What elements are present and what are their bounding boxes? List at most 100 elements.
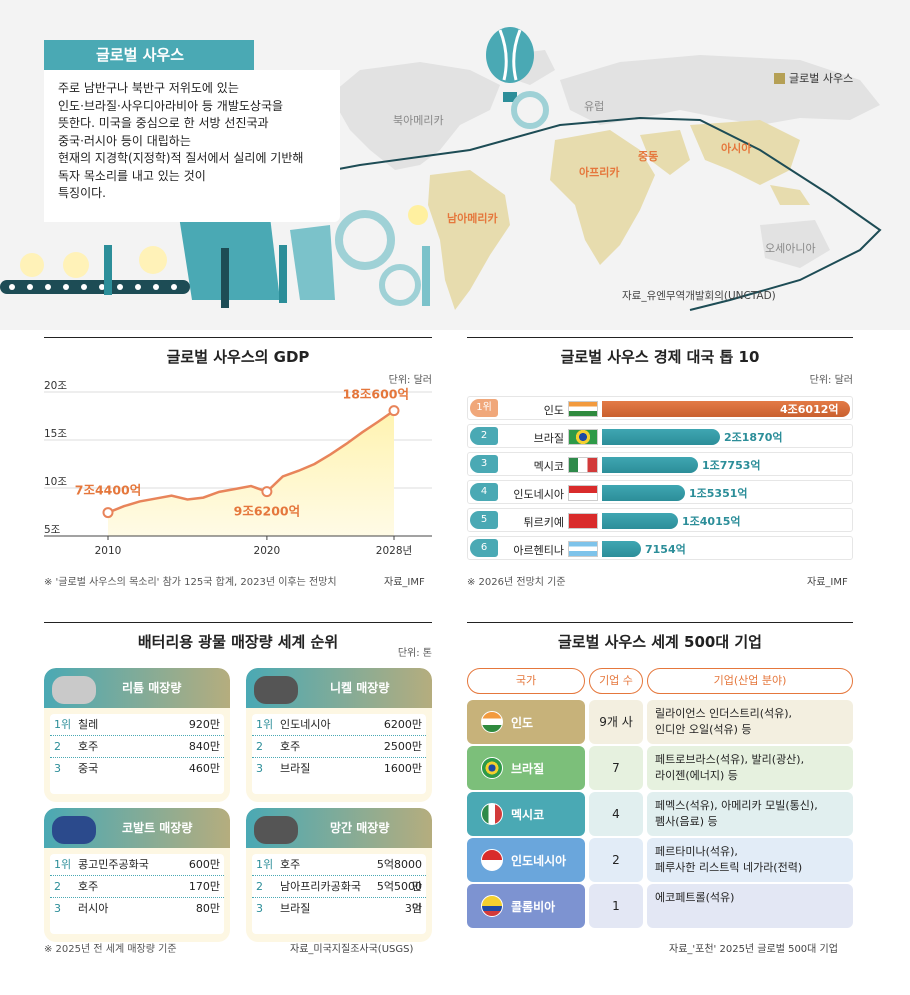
mineral-rank: 1위 (54, 858, 72, 871)
flag-icon (568, 457, 598, 473)
data-label: 9조6200억 (234, 504, 301, 519)
company-row: 멕시코 4 페멕스(석유), 아메리카 모빌(통신), 펨사(음료) 등 (467, 792, 853, 836)
x-tick-label: 2028년 (376, 545, 412, 557)
y-tick-label: 10조 (44, 476, 67, 488)
company-country-cell: 브라질 (467, 746, 585, 790)
mineral-rank: 2 (54, 880, 61, 893)
mineral-card: 리튬 매장량 1위 칠레 920만 2 호주 840만 3 중국 460만 (44, 668, 230, 802)
minerals-title: 배터리용 광물 매장량 세계 순위 (44, 622, 432, 656)
gdp-title: 글로벌 사우스의 GDP (44, 337, 432, 371)
company-row: 콜롬비아 1 에코페트롤(석유) (467, 884, 853, 928)
top10-note: ※ 2026년 전망치 기준 (467, 577, 566, 588)
gdp-area (108, 410, 394, 536)
company-country-cell: 멕시코 (467, 792, 585, 836)
top10-panel: 글로벌 사우스 경제 대국 톱 10 단위: 달러 (467, 337, 853, 386)
minerals-note: ※ 2025년 전 세계 매장량 기준 (44, 944, 177, 955)
mineral-country: 브라질 (280, 762, 311, 775)
intro-line: 독자 목소리를 내고 있는 것이 (58, 168, 206, 183)
country-name: 인도네시아 (513, 488, 564, 501)
mineral-row: 1위 호주 5억8000만 (252, 854, 426, 893)
mineral-rank: 1위 (256, 718, 274, 731)
value-label: 1조5351억 (689, 487, 748, 500)
mineral-value: 920만 (188, 718, 220, 731)
company-country: 콜롬비아 (511, 899, 556, 914)
rank-badge: 3 (470, 455, 498, 473)
mineral-country: 호주 (78, 880, 99, 893)
mineral-rank: 2 (54, 740, 61, 753)
company-firms: 페트로브라스(석유), 발리(광산), 라이젠(에너지) 등 (647, 746, 853, 790)
mineral-rank: 1위 (54, 718, 72, 731)
rank-badge: 2 (470, 427, 498, 445)
data-point (102, 507, 114, 519)
gdp-unit: 단위: 달러 (388, 375, 432, 386)
country-name: 인도 (543, 404, 564, 417)
rank-row: 3 멕시코 1조7753억 (467, 452, 853, 476)
flag-icon (568, 541, 598, 557)
firm-line: 릴라이언스 인더스트리(석유), (655, 707, 793, 720)
intro-line: 특징이다. (58, 186, 106, 200)
mineral-row: 2 호주 170만 (50, 876, 224, 898)
value-bar (602, 457, 698, 473)
company-firms: 에코페트롤(석유) (647, 884, 853, 928)
company-count: 4 (589, 792, 643, 836)
data-label: 7조4400억 (75, 483, 142, 498)
top10-unit: 단위: 달러 (809, 375, 853, 386)
mineral-country: 칠레 (78, 718, 99, 731)
country-name: 멕시코 (533, 460, 564, 473)
col-header-country: 국가 (467, 668, 585, 694)
rank-row: 4 인도네시아 1조5351억 (467, 480, 853, 504)
y-tick-label: 20조 (44, 380, 67, 392)
minerals-panel: 배터리용 광물 매장량 세계 순위 단위: 톤 (44, 622, 432, 659)
mineral-table: 1위 칠레 920만 2 호주 840만 3 중국 460만 (50, 714, 224, 794)
rank-row: 5 튀르키예 1조4015억 (467, 508, 853, 532)
x-tick-label: 2020 (254, 545, 281, 557)
data-point (388, 405, 400, 417)
mineral-rock-icon (254, 816, 298, 844)
legend-label: 글로벌 사우스 (789, 72, 854, 85)
mineral-rank: 3 (54, 762, 61, 775)
mineral-table: 1위 콩고민주공화국 600만 2 호주 170만 3 러시아 80만 (50, 854, 224, 934)
region-oceania: 오세아니아 (765, 242, 816, 255)
company-country: 인도 (511, 715, 534, 730)
value-label: 1조7753억 (702, 459, 761, 472)
company-country: 멕시코 (511, 807, 545, 822)
company-count: 2 (589, 838, 643, 882)
intro-line: 뜻한다. 미국을 중심으로 한 서방 선진국과 (58, 116, 269, 130)
firm-line: 페루사한 리스트릭 네가라(전력) (655, 861, 803, 874)
companies-panel: 글로벌 사우스 세계 500대 기업 (467, 622, 853, 656)
rank-badge: 1위 (470, 399, 498, 417)
mineral-country: 러시아 (78, 902, 109, 915)
hero-tag: 글로벌 사우스 (44, 40, 254, 70)
intro-line: 현재의 지경학(지정학)적 질서에서 실리에 기반해 (58, 151, 304, 165)
x-tick-label: 2010 (95, 545, 122, 557)
mineral-country: 브라질 (280, 902, 311, 915)
intro-line: 중국·러시아 등이 대립하는 (58, 133, 191, 148)
mineral-value: 2500만 (383, 740, 422, 753)
flag-icon (568, 401, 598, 417)
mineral-row: 2 호주 2500만 (252, 736, 426, 758)
firm-line: 라이젠(에너지) 등 (655, 769, 738, 782)
company-firms: 릴라이언스 인더스트리(석유), 인디안 오일(석유) 등 (647, 700, 853, 744)
data-label: 18조600억 (343, 387, 410, 402)
value-label: 7154억 (645, 543, 686, 556)
gdp-source: 자료_IMF (384, 577, 425, 588)
mineral-row: 3 중국 460만 (50, 758, 224, 780)
region-africa: 아프리카 (579, 166, 620, 179)
region-middle-east: 중동 (638, 150, 659, 163)
mineral-row: 1위 콩고민주공화국 600만 (50, 854, 224, 876)
mineral-rank: 3 (256, 902, 263, 915)
minerals-unit: 단위: 톤 (397, 648, 432, 659)
firm-line: 펨사(음료) 등 (655, 815, 718, 828)
mineral-country: 인도네시아 (280, 718, 331, 731)
mineral-value: 1600만 (383, 762, 422, 775)
top10-source: 자료_IMF (807, 577, 848, 588)
rank-row: 1위 인도 4조6012억 (467, 396, 853, 420)
mineral-value: 600만 (188, 858, 220, 871)
country-name: 브라질 (533, 432, 564, 445)
value-bar (602, 541, 641, 557)
mineral-card: 코발트 매장량 1위 콩고민주공화국 600만 2 호주 170만 3 러시아 80만 (44, 808, 230, 942)
value-bar (602, 485, 685, 501)
value-bar (602, 401, 850, 417)
company-country-cell: 인도 (467, 700, 585, 744)
legend-swatch (774, 72, 785, 84)
